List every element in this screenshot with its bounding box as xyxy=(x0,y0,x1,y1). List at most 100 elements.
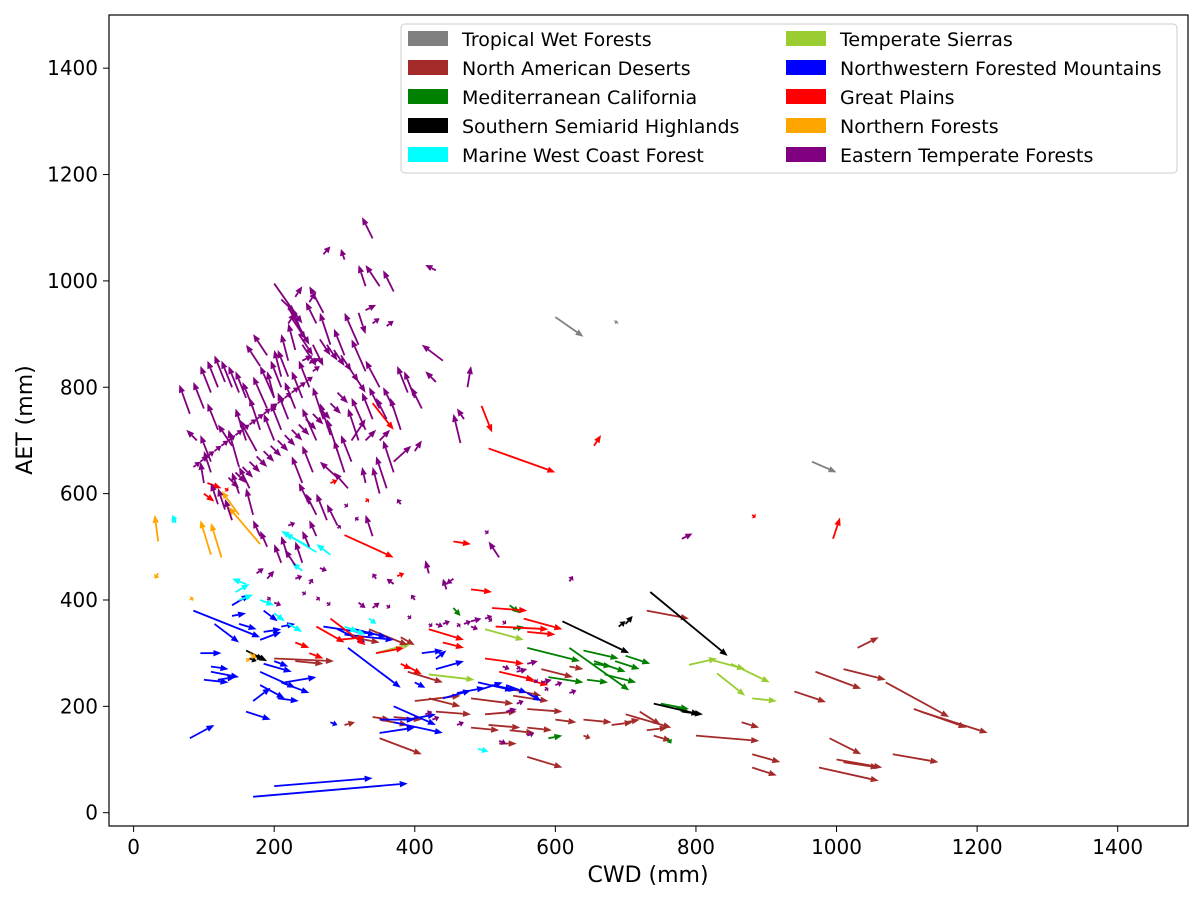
arrow-head xyxy=(250,652,257,659)
arrow-shaft xyxy=(414,681,420,686)
arrow-shaft xyxy=(291,536,310,548)
arrow-head xyxy=(397,365,404,375)
arrow-shaft xyxy=(346,319,360,346)
arrow-shaft xyxy=(277,400,282,404)
arrow-head xyxy=(248,623,257,630)
arrow-shaft xyxy=(291,389,296,394)
arrow-shaft xyxy=(794,690,819,701)
arrow-shaft xyxy=(548,676,576,683)
arrow-head xyxy=(313,365,320,372)
arrow-shaft xyxy=(435,662,457,670)
arrow-series-4 xyxy=(452,604,689,744)
arrow-head xyxy=(378,632,387,639)
arrow-shaft xyxy=(681,710,696,715)
arrow-head xyxy=(201,456,208,463)
arrow-head xyxy=(631,663,640,670)
arrow-head xyxy=(302,530,309,540)
arrow-head xyxy=(288,312,296,321)
arrow-shaft xyxy=(275,357,283,377)
arrow-shaft xyxy=(364,223,374,239)
arrow-shaft xyxy=(289,330,297,351)
arrow-shaft xyxy=(287,623,296,629)
arrow-shaft xyxy=(509,604,515,610)
arrow-head xyxy=(500,738,507,745)
arrow-shaft xyxy=(329,511,339,526)
arrow-head xyxy=(302,336,310,345)
arrow-head xyxy=(511,723,521,731)
arrow-shaft xyxy=(541,680,546,684)
arrow-shaft xyxy=(223,367,233,388)
arrow-shaft xyxy=(505,684,521,692)
arrow-head xyxy=(245,656,250,663)
arrow-shaft xyxy=(336,391,344,399)
arrow-head xyxy=(275,600,282,607)
arrow-head xyxy=(200,365,207,375)
arrow-head xyxy=(399,639,408,646)
arrow-head xyxy=(619,621,626,627)
x-axis-ticks: 0 200 400 600 800 1000 1200 1400 xyxy=(127,826,1143,859)
arrow-head xyxy=(750,722,760,729)
arrow-shaft xyxy=(432,717,436,721)
arrow-shaft xyxy=(216,362,226,383)
arrow-head xyxy=(438,650,447,658)
arrow-head xyxy=(224,498,231,508)
arrow-shaft xyxy=(314,394,325,420)
arrow-shaft xyxy=(360,272,367,287)
arrow-head xyxy=(451,701,461,708)
arrow-head xyxy=(386,421,394,430)
arrow-shaft xyxy=(263,609,272,618)
arrow-shaft xyxy=(502,665,506,669)
arrow-shaft xyxy=(171,520,175,524)
arrow-shaft xyxy=(272,367,283,388)
arrow-shaft xyxy=(492,607,520,611)
arrow-shaft xyxy=(249,421,253,426)
arrow-shaft xyxy=(386,323,391,327)
arrow-head xyxy=(424,560,431,569)
arrow-shaft xyxy=(221,430,233,447)
arrow-shaft xyxy=(751,766,770,774)
arrow-shaft xyxy=(709,658,738,668)
arrow-head xyxy=(362,217,369,226)
arrow-head xyxy=(425,264,434,271)
arrow-head xyxy=(152,514,159,524)
arrow-shaft xyxy=(284,395,289,399)
arrow-shaft xyxy=(241,473,251,489)
arrow-head xyxy=(295,315,303,324)
arrow-shaft xyxy=(488,724,513,728)
arrow-shaft xyxy=(456,688,478,694)
arrow-head xyxy=(383,387,390,396)
arrow-head xyxy=(332,720,338,727)
arrow-shaft xyxy=(527,661,532,665)
arrow-head xyxy=(305,493,313,503)
arrow-head xyxy=(547,630,556,637)
arrow-shaft xyxy=(206,453,211,458)
arrow-shaft xyxy=(857,640,872,649)
arrow-shaft xyxy=(818,766,872,780)
arrow-shaft xyxy=(319,567,324,570)
arrow-shaft xyxy=(414,446,419,452)
arrow-shaft xyxy=(262,537,268,548)
arrow-shaft xyxy=(379,727,407,734)
arrow-shaft xyxy=(210,670,232,677)
arrow-head xyxy=(241,584,250,591)
arrow-head xyxy=(208,451,215,457)
arrow-shaft xyxy=(287,318,292,324)
arrow-head xyxy=(244,594,254,601)
arrow-shaft xyxy=(245,710,264,719)
arrow-head xyxy=(631,717,640,725)
arrow-head xyxy=(251,631,261,638)
arrow-head xyxy=(627,677,637,684)
arrow-shaft xyxy=(372,605,376,609)
arrow-head xyxy=(870,775,879,783)
legend-label: Northwestern Forested Mountains xyxy=(840,58,1161,80)
arrow-shaft xyxy=(695,734,752,742)
arrow-head xyxy=(532,690,542,698)
arrow-shaft xyxy=(272,410,283,431)
arrow-head xyxy=(250,419,257,425)
arrow-head xyxy=(198,461,205,471)
arrow-shaft xyxy=(425,712,429,716)
arrow-head xyxy=(613,320,619,325)
arrow-head xyxy=(452,413,459,423)
arrow-shaft xyxy=(248,461,256,468)
arrow-shaft xyxy=(681,535,687,540)
